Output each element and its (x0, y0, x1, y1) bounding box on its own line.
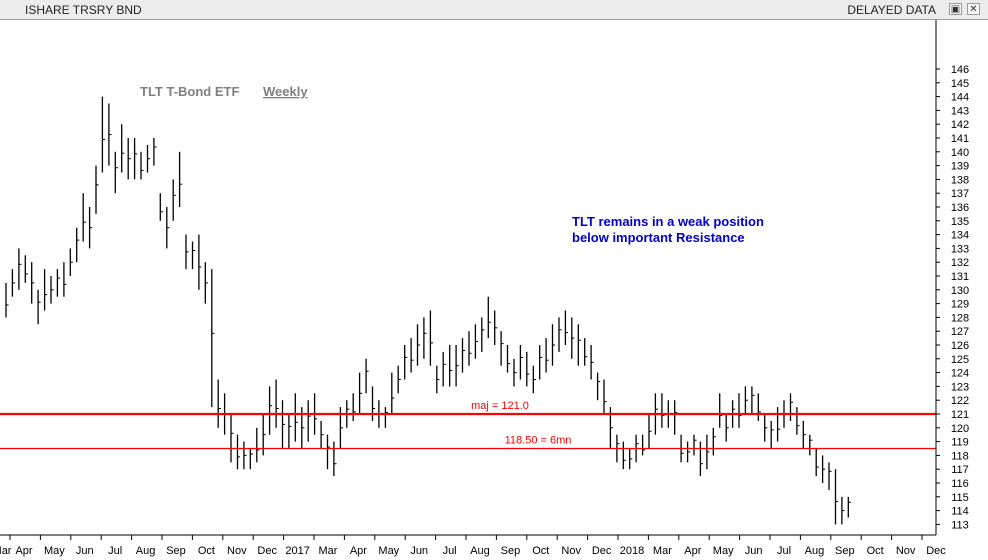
price-bars (5, 96, 851, 525)
x-tick-label: Oct (532, 545, 549, 557)
chart-title: TLT T-Bond ETF (140, 84, 239, 99)
level-lines: maj = 121.0 118.50 = 6mn (0, 400, 936, 450)
symbol-label: ISHARE TRSRY BND (25, 3, 142, 17)
x-tick-label: Nov (896, 545, 916, 557)
y-tick-label: 131 (951, 271, 969, 283)
y-tick-label: 123 (951, 381, 969, 393)
y-tick-label: 140 (951, 147, 969, 159)
y-tick-label: 142 (951, 119, 969, 131)
x-tick-label: 2017 (285, 545, 309, 557)
y-tick-label: 145 (951, 78, 969, 90)
y-tick-label: 141 (951, 133, 969, 145)
x-tick-label: Mar (653, 545, 672, 557)
x-tick-label: May (44, 545, 65, 557)
x-tick-label: Mar (319, 545, 338, 557)
y-tick-label: 119 (951, 437, 969, 449)
x-tick-label: Mar (0, 545, 12, 557)
y-tick-label: 127 (951, 326, 969, 338)
x-tick-label: Jul (108, 545, 122, 557)
y-tick-label: 117 (951, 464, 969, 476)
y-tick-label: 135 (951, 216, 969, 228)
level-line-label: 118.50 = 6mn (505, 435, 572, 447)
x-tick-label: Sep (501, 545, 521, 557)
y-tick-label: 120 (951, 423, 969, 435)
restore-window-icon[interactable]: ▣ (949, 3, 962, 15)
y-tick-label: 113 (951, 519, 969, 531)
x-tick-label: Aug (470, 545, 490, 557)
y-tick-label: 133 (951, 243, 969, 255)
y-tick-label: 115 (951, 492, 969, 504)
x-tick-label: Oct (867, 545, 884, 557)
chart-subtitle: Weekly (263, 84, 308, 99)
y-tick-label: 146 (951, 64, 969, 76)
y-tick-label: 128 (951, 312, 969, 324)
y-tick-label: 121 (951, 409, 969, 421)
y-tick-label: 118 (951, 450, 969, 462)
y-tick-label: 138 (951, 174, 969, 186)
x-tick-label: Jun (76, 545, 94, 557)
x-tick-label: Sep (166, 545, 186, 557)
x-tick-label: Oct (198, 545, 215, 557)
x-tick-label: Aug (805, 545, 825, 557)
x-axis: MarAprMayJunJulAugSepOctNovDec2017MarApr… (0, 534, 946, 557)
delayed-data-label: DELAYED DATA (847, 3, 936, 17)
x-tick-label: Apr (684, 545, 701, 557)
y-tick-label: 134 (951, 230, 969, 242)
y-tick-label: 126 (951, 340, 969, 352)
x-tick-label: Nov (227, 545, 247, 557)
title-bar: ISHARE TRSRY BND DELAYED DATA ▣ ✕ (0, 0, 988, 20)
x-tick-label: May (713, 545, 734, 557)
y-tick-label: 132 (951, 257, 969, 269)
x-tick-label: Sep (835, 545, 855, 557)
close-icon[interactable]: ✕ (967, 3, 980, 15)
y-tick-label: 124 (951, 368, 969, 380)
x-tick-label: 2018 (620, 545, 644, 557)
x-tick-label: Jul (777, 545, 791, 557)
y-tick-label: 122 (951, 395, 969, 407)
y-tick-label: 125 (951, 354, 969, 366)
y-tick-label: 143 (951, 105, 969, 117)
y-tick-label: 136 (951, 202, 969, 214)
level-line-label: maj = 121.0 (471, 400, 529, 412)
y-tick-label: 116 (951, 478, 969, 490)
x-tick-label: Apr (15, 545, 32, 557)
y-tick-label: 139 (951, 161, 969, 173)
x-tick-label: Dec (592, 545, 612, 557)
y-tick-label: 129 (951, 299, 969, 311)
note-line: TLT remains in a weak position (572, 214, 764, 229)
x-tick-label: Apr (350, 545, 367, 557)
x-tick-label: Aug (136, 545, 156, 557)
x-tick-label: Jul (443, 545, 457, 557)
y-tick-label: 130 (951, 285, 969, 297)
x-tick-label: Jun (410, 545, 428, 557)
x-tick-label: Jun (745, 545, 763, 557)
note-line: below important Resistance (572, 230, 745, 245)
x-tick-label: Dec (257, 545, 277, 557)
y-tick-label: 137 (951, 188, 969, 200)
y-tick-label: 144 (951, 92, 969, 104)
x-tick-label: May (378, 545, 399, 557)
y-tick-label: 114 (951, 506, 969, 518)
x-tick-label: Nov (561, 545, 581, 557)
x-tick-label: Dec (926, 545, 946, 557)
